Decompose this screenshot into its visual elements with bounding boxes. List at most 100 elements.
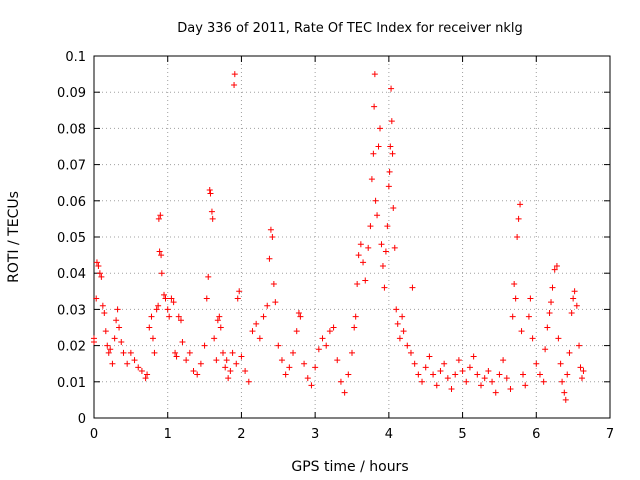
data-point (444, 375, 451, 382)
data-point (400, 328, 407, 335)
data-point (555, 335, 562, 342)
data-point (168, 295, 175, 302)
data-point (93, 295, 100, 302)
data-point (536, 371, 543, 378)
data-point (540, 378, 547, 385)
data-point (570, 295, 577, 302)
data-point (466, 364, 473, 371)
data-point (496, 371, 503, 378)
data-point (135, 364, 142, 371)
data-point (253, 320, 260, 327)
y-tick-label: 0.08 (57, 122, 86, 137)
data-point (377, 125, 384, 132)
data-point (304, 375, 311, 382)
data-point (546, 310, 553, 317)
data-point (561, 389, 568, 396)
data-point (149, 335, 156, 342)
data-point (407, 349, 414, 356)
data-point (208, 208, 215, 215)
data-point (426, 353, 433, 360)
y-axis-label: ROTI / TECUs (6, 191, 22, 283)
data-point (514, 234, 521, 240)
data-point (375, 143, 382, 150)
data-point (95, 262, 102, 269)
data-point (234, 295, 241, 302)
data-point (194, 371, 201, 378)
data-point (370, 150, 377, 157)
data-point (99, 302, 106, 309)
data-point (357, 241, 364, 248)
data-point (105, 349, 112, 356)
y-tick-labels: 0 0.01 0.02 0.03 0.04 0.05 0.06 0.07 0.08 0.09 0.1 (57, 50, 86, 427)
data-point (354, 281, 361, 288)
data-point (124, 360, 131, 367)
data-point (422, 364, 429, 371)
data-point (127, 349, 134, 356)
data-point (144, 371, 151, 378)
data-point (293, 328, 300, 335)
data-point (166, 313, 173, 320)
data-point (158, 270, 165, 277)
data-point (111, 335, 118, 342)
data-point (509, 313, 516, 320)
data-point (326, 328, 333, 335)
data-point (229, 349, 236, 356)
data-point (391, 244, 398, 251)
axis-ticks (93, 55, 611, 419)
data-point (233, 360, 240, 367)
data-point (337, 378, 344, 385)
data-point (448, 386, 455, 393)
data-point (564, 371, 571, 378)
data-point (573, 302, 580, 309)
data-point (500, 357, 507, 364)
data-point (399, 313, 406, 320)
data-point (222, 364, 229, 371)
data-point (580, 367, 587, 374)
data-point (511, 281, 518, 288)
data-point (225, 375, 232, 382)
data-point (173, 353, 180, 360)
data-point (131, 357, 138, 364)
data-point (158, 252, 165, 259)
data-point (367, 223, 374, 230)
data-point (525, 313, 532, 320)
data-point (409, 284, 416, 291)
data-point (220, 349, 226, 356)
data-point (404, 342, 411, 349)
data-point (334, 357, 341, 364)
data-point (155, 215, 162, 222)
data-point (503, 375, 510, 382)
data-point (286, 364, 293, 371)
data-point (203, 295, 210, 302)
data-point (177, 317, 184, 324)
data-point (245, 378, 252, 385)
x-axis-label: GPS time / hours (291, 459, 408, 475)
data-point (197, 360, 204, 367)
data-point (527, 295, 534, 302)
data-point (207, 190, 214, 197)
y-tick-label: 0.09 (57, 86, 86, 101)
data-point (120, 349, 127, 356)
data-point (323, 342, 330, 349)
data-point (568, 310, 575, 317)
data-point (351, 324, 358, 331)
data-point (557, 360, 564, 367)
data-point (485, 367, 492, 374)
data-point (214, 317, 221, 324)
data-point (459, 367, 466, 374)
data-point (269, 234, 276, 240)
data-point (216, 313, 223, 320)
data-point (512, 295, 519, 302)
data-point (282, 371, 289, 378)
data-point (529, 335, 536, 342)
data-point (297, 313, 304, 320)
data-point (190, 367, 197, 374)
data-point (387, 143, 394, 150)
data-point (518, 328, 525, 335)
data-point (270, 281, 277, 288)
data-point (312, 364, 319, 371)
data-point (236, 288, 243, 295)
y-tick-label: 0 (78, 412, 86, 427)
y-tick-label: 0.01 (57, 376, 86, 391)
